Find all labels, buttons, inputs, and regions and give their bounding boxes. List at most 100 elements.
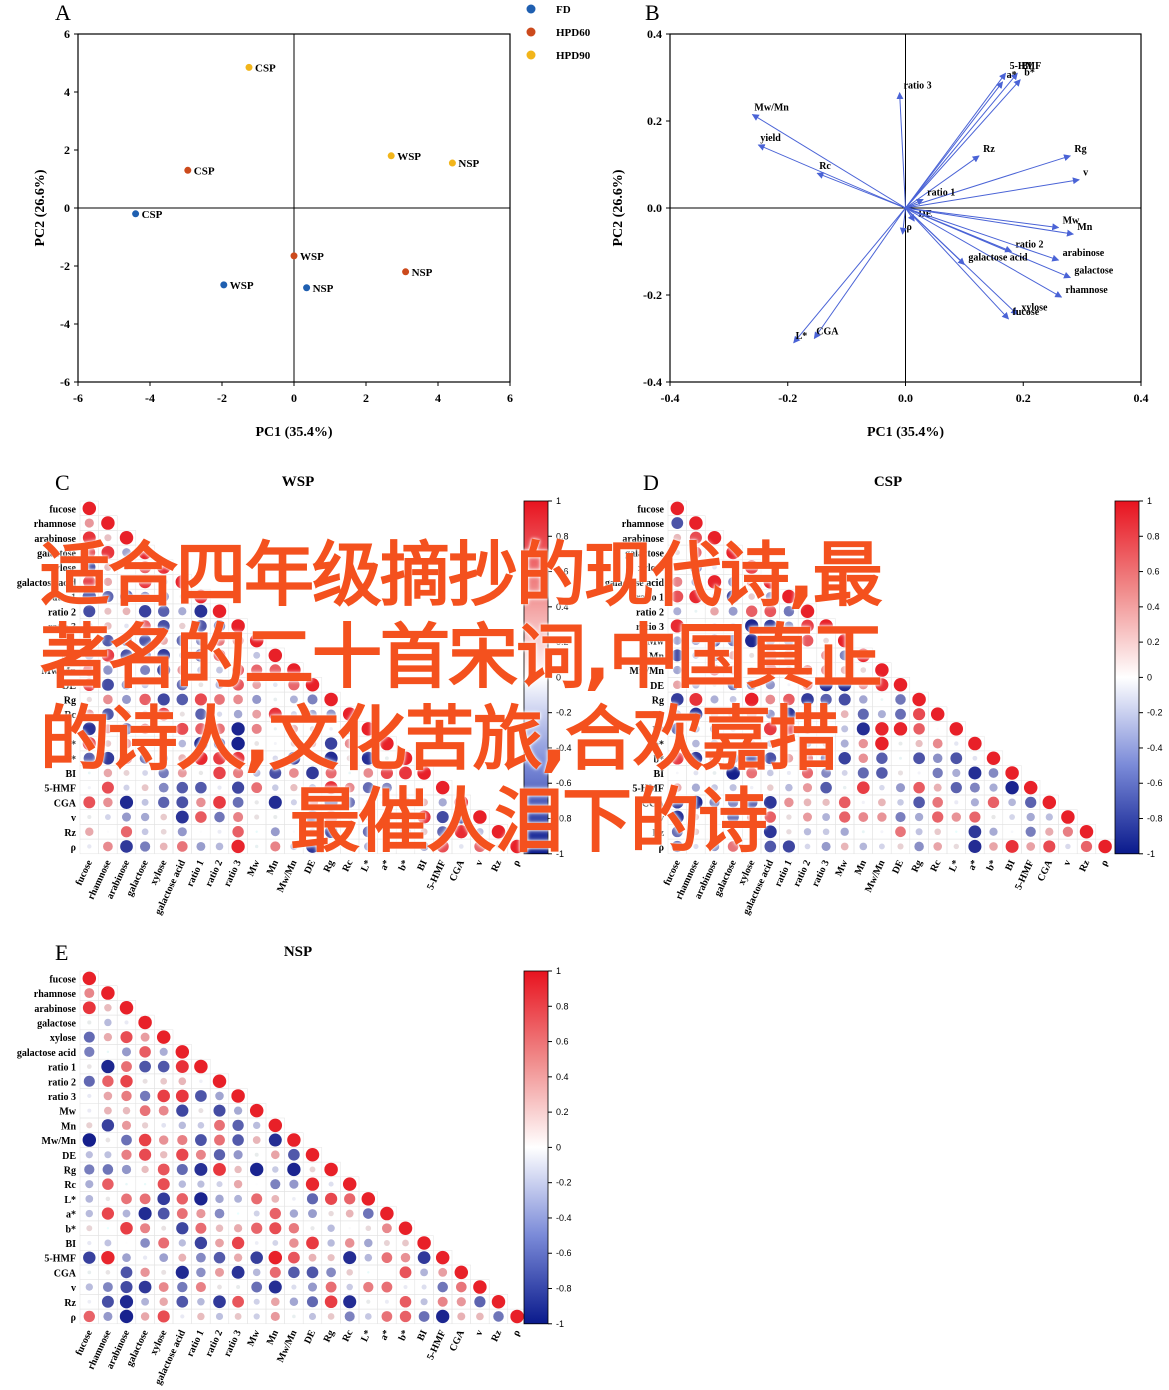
panel-c-corr-circle — [233, 811, 244, 823]
panel-c-corr-circle — [87, 814, 92, 820]
panel-d-corr-circle — [989, 842, 998, 851]
panel-c-row-label: arabinose — [34, 534, 76, 545]
panel-e-corr-circle — [403, 1284, 408, 1290]
panel-d-corr-circle — [857, 708, 869, 720]
panel-d-corr-circle — [989, 783, 998, 792]
panel-c-colorbar-label: -0.6 — [556, 778, 572, 788]
panel-c-corr-circle — [473, 810, 487, 824]
panel-b-vector — [896, 92, 906, 209]
panel-e-corr-circle — [327, 1254, 335, 1262]
panel-b-ylabel: PC2 (26.6%) — [611, 169, 626, 246]
panel-c-corr-circle — [84, 650, 94, 660]
panel-c-row-label: Rz — [64, 828, 76, 839]
panel-e-corr-circle — [159, 1253, 169, 1263]
panel-e-corr-circle — [399, 1266, 412, 1279]
panel-e-corr-circle — [457, 1312, 466, 1321]
panel-e-corr-circle — [231, 1089, 245, 1103]
panel-d-corr-circle — [897, 843, 904, 850]
panel-e-row-label: v — [71, 1283, 76, 1294]
panel-c-colorbar-label: -0.8 — [556, 814, 572, 824]
panel-c-row-label: xylose — [50, 563, 77, 574]
panel-e-colorbar-label: 1 — [556, 966, 561, 976]
panel-d-corr-circle — [745, 619, 759, 633]
panel-c-corr-circle — [86, 622, 93, 630]
panel-d-corr-circle — [765, 694, 776, 705]
panel-e-corr-circle — [138, 1133, 152, 1147]
panel-e-corr-circle — [140, 1223, 151, 1234]
panel-d-corr-circle — [728, 606, 738, 616]
panel-e-row-label: ρ — [71, 1312, 76, 1323]
panel-c-corr-circle — [158, 767, 169, 779]
panel-e-corr-circle — [212, 1074, 227, 1088]
panel-b-xtick-label: -0.4 — [661, 391, 680, 405]
panel-d-corr-circle — [821, 650, 832, 661]
panel-e-col-label: Rc — [341, 1328, 356, 1344]
panel-c-corr-circle — [123, 784, 130, 791]
panel-d-corr-circle — [842, 785, 847, 790]
panel-c-corr-circle — [325, 767, 337, 779]
panel-a-point — [245, 63, 253, 71]
panel-e-corr-circle — [196, 1208, 206, 1219]
panel-d-corr-circle — [673, 533, 682, 542]
panel-d-corr-circle — [707, 531, 722, 545]
panel-d-corr-circle — [712, 682, 717, 687]
panel-c-corr-circle — [234, 652, 242, 659]
panel-c-corr-circle — [273, 815, 278, 820]
panel-e-corr-circle — [253, 1121, 261, 1130]
panel-e-corr-circle — [197, 1180, 205, 1188]
panel-d-corr-circle — [988, 768, 999, 778]
panel-e-corr-circle — [399, 1295, 412, 1308]
panel-c-corr-circle — [268, 648, 283, 663]
panel-d-corr-circle — [915, 828, 923, 836]
panel-c-corr-circle — [290, 842, 298, 851]
panel-d-corr-circle — [801, 619, 814, 633]
panel-e-corr-circle — [361, 1192, 376, 1206]
panel-c-col-label: Rg — [322, 858, 337, 874]
panel-e-corr-circle — [305, 1177, 320, 1191]
panel-e-corr-circle — [120, 1075, 133, 1088]
panel-a-xtick-label: -4 — [145, 391, 155, 405]
panel-e-corr-circle — [213, 1163, 226, 1176]
panel-c-corr-circle — [273, 697, 278, 702]
panel-c-corr-circle — [176, 679, 188, 691]
panel-e-corr-circle — [119, 1309, 134, 1324]
panel-b-vector-label: ratio 1 — [927, 187, 955, 198]
panel-c-corr-circle — [348, 830, 351, 834]
panel-e-corr-circle — [510, 1309, 524, 1324]
panel-d-colorbar — [1114, 500, 1140, 855]
panel-e-col-label: DE — [302, 1328, 318, 1346]
panel-e-corr-circle — [272, 1240, 279, 1246]
panel-c-corr-circle — [177, 827, 187, 837]
panel-d-corr-circle — [745, 605, 758, 617]
panel-e-corr-circle — [344, 1238, 355, 1248]
panel-c-corr-circle — [290, 711, 297, 718]
panel-e-row-label: galactose acid — [17, 1048, 77, 1059]
panel-c-corr-circle — [121, 679, 132, 690]
panel-c-corr-circle — [156, 560, 171, 574]
panel-a-xtick-label: 6 — [507, 391, 513, 405]
panel-e-corr-circle — [121, 1164, 132, 1175]
panel-d-corr-circle — [729, 784, 737, 792]
panel-c-corr-circle — [140, 665, 151, 676]
panel-e-corr-circle — [102, 1164, 114, 1175]
panel-d-corr-circle — [875, 678, 889, 692]
panel-e-corr-circle — [436, 1309, 450, 1324]
panel-d-corr-circle — [763, 795, 777, 809]
panel-b-vector — [905, 207, 1071, 279]
panel-e-corr-circle — [87, 1240, 92, 1246]
panel-d-corr-circle — [800, 604, 815, 618]
panel-e-corr-circle — [399, 1310, 412, 1323]
panel-d-corr-circle — [763, 648, 777, 663]
panel-d-corr-circle — [895, 811, 906, 823]
panel-d-corr-circle — [1005, 780, 1019, 795]
panel-e-corr-circle — [122, 1106, 131, 1115]
panel-e-corr-circle — [157, 1207, 170, 1220]
panel-e-corr-circle — [398, 1221, 413, 1235]
panel-c-corr-circle — [232, 767, 244, 779]
panel-d-corr-circle — [1061, 810, 1075, 824]
panel-c-row-label: Rg — [64, 695, 76, 706]
panel-d-corr-circle — [861, 830, 865, 834]
panel-d-corr-circle — [893, 678, 908, 692]
panel-d-corr-circle — [783, 606, 795, 617]
panel-d-corr-circle — [860, 667, 867, 673]
